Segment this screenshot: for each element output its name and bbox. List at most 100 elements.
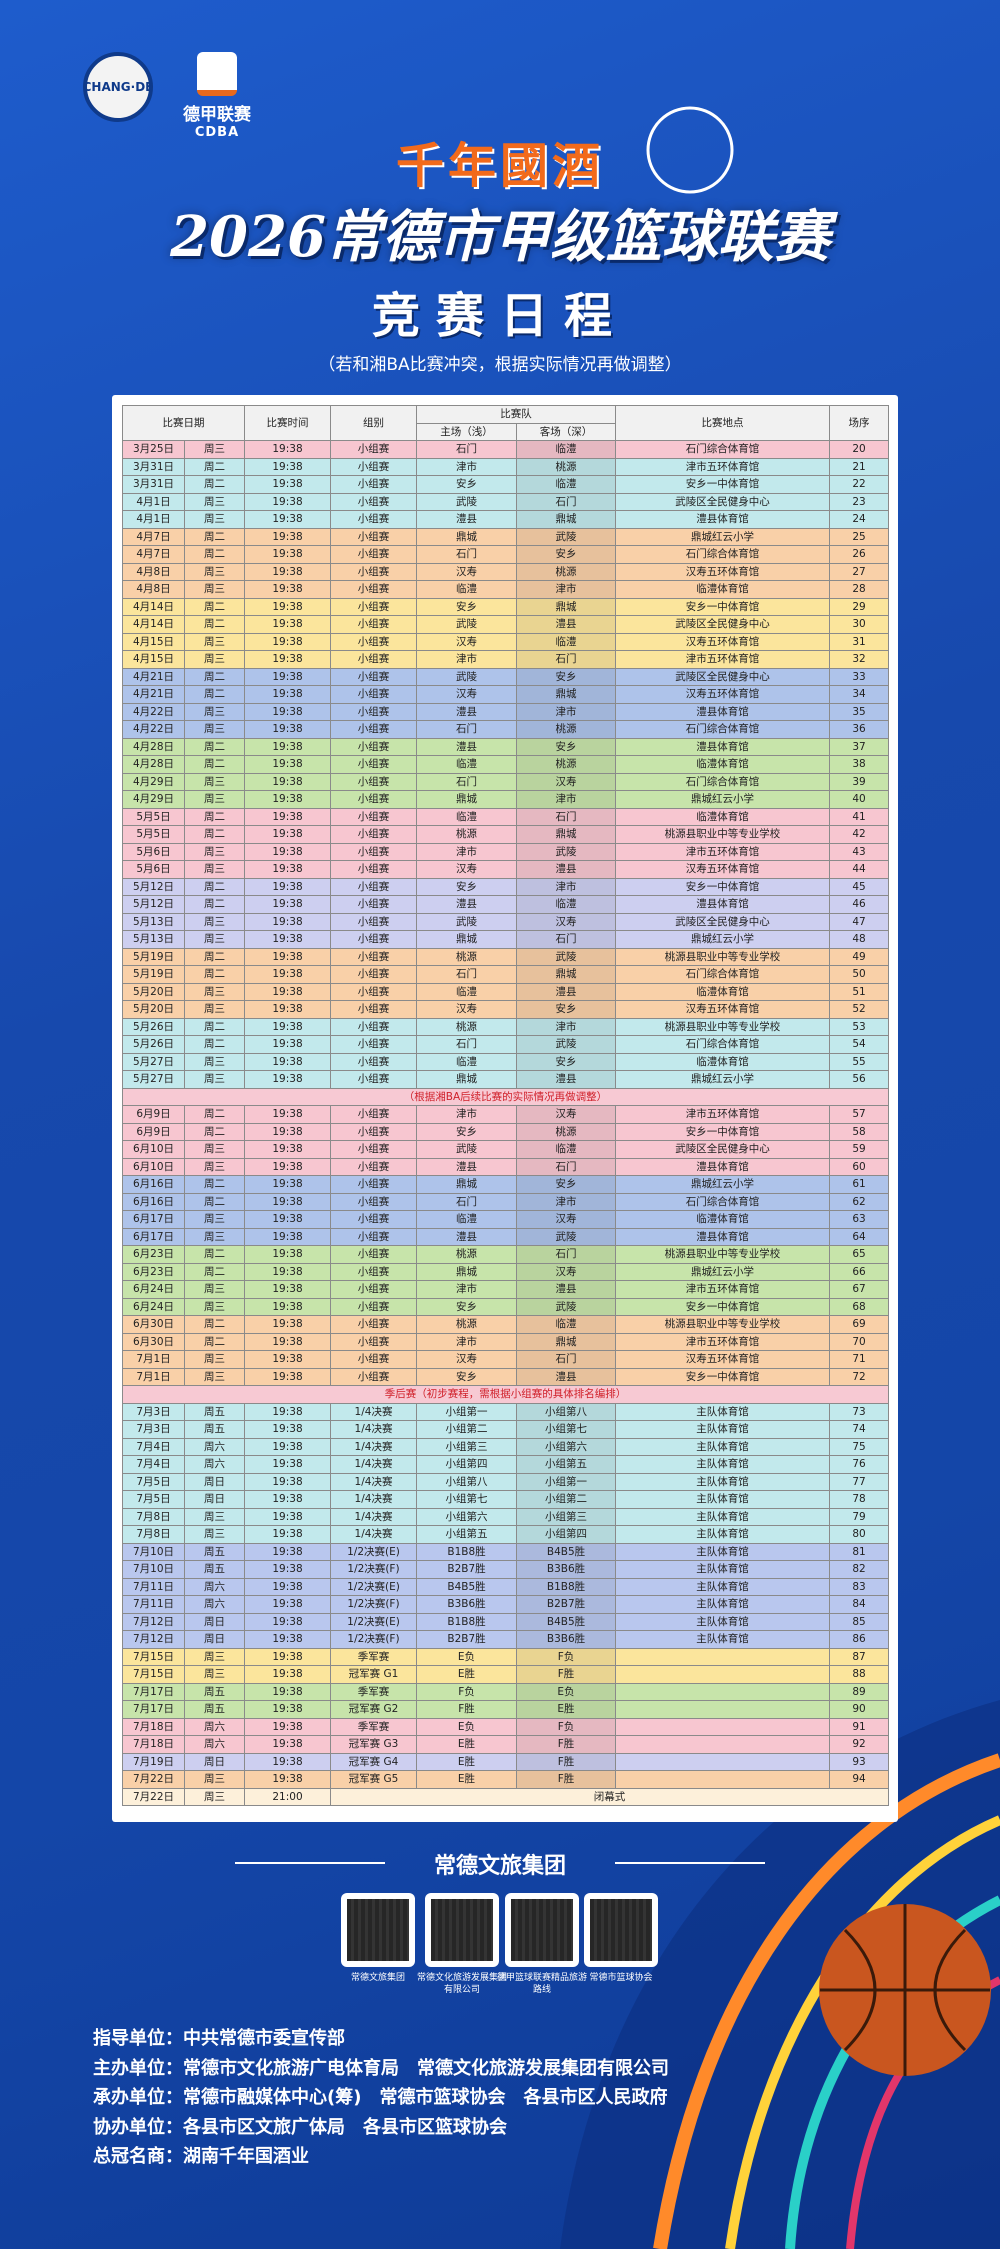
match-no: 60: [829, 1157, 889, 1176]
time: 19:38: [244, 1122, 331, 1141]
time: 19:38: [244, 1175, 331, 1194]
away-team: B3B6胜: [516, 1560, 616, 1579]
time: 19:38: [244, 982, 331, 1001]
date: 5月20日: [122, 982, 185, 1001]
match-no: 84: [829, 1595, 889, 1614]
weekday: 周五: [184, 1682, 245, 1701]
time: 19:38: [244, 1262, 331, 1281]
venue: [615, 1717, 830, 1736]
weekday: 周二: [184, 615, 245, 634]
weekday: 周五: [184, 1420, 245, 1439]
group: 小组赛: [330, 1192, 417, 1211]
venue: 石门综合体育馆: [615, 545, 830, 564]
schedule-row: 4月15日 周三 19:38 小组赛 汉寿 临澧 汉寿五环体育馆 31: [122, 632, 889, 651]
date: 6月23日: [122, 1245, 185, 1264]
match-no: 38: [829, 755, 889, 774]
home-team: 临澧: [416, 1210, 517, 1229]
date: 4月8日: [122, 562, 185, 581]
away-team: 安乡: [516, 667, 616, 686]
time: 19:38: [244, 1035, 331, 1054]
time: 19:38: [244, 1682, 331, 1701]
home-team: 安乡: [416, 877, 517, 896]
date: 5月6日: [122, 860, 185, 879]
time: 19:38: [244, 457, 331, 476]
date: 6月30日: [122, 1332, 185, 1351]
date: 7月18日: [122, 1735, 185, 1754]
home-team: B3B6胜: [416, 1595, 517, 1614]
home-team: 石门: [416, 1192, 517, 1211]
group: 小组赛: [330, 825, 417, 844]
weekday: 周三: [184, 650, 245, 669]
weekday: 周二: [184, 1315, 245, 1334]
schedule-row: 7月3日 周五 19:38 1/4决赛 小组第二 小组第七 主队体育馆 74: [122, 1420, 889, 1439]
date: 5月26日: [122, 1017, 185, 1036]
away-team: 津市: [516, 877, 616, 896]
home-team: 鼎城: [416, 527, 517, 546]
group: 小组赛: [330, 685, 417, 704]
schedule-row: 7月10日 周五 19:38 1/2决赛(F) B2B7胜 B3B6胜 主队体育馆 82: [122, 1560, 889, 1579]
schedule-row: 7月10日 周五 19:38 1/2决赛(E) B1B8胜 B4B5胜 主队体育馆 81: [122, 1542, 889, 1561]
date: 7月4日: [122, 1437, 185, 1456]
weekday: 周三: [184, 1070, 245, 1089]
time: 19:38: [244, 1280, 331, 1299]
home-team: 石门: [416, 720, 517, 739]
home-team: 武陵: [416, 912, 517, 931]
weekday: 周二: [184, 755, 245, 774]
venue: 临澧体育馆: [615, 982, 830, 1001]
weekday: 周三: [184, 1052, 245, 1071]
divider: [235, 1862, 385, 1864]
weekday: 周日: [184, 1472, 245, 1491]
schedule-row: 7月22日 周三 21:00 闭幕式: [122, 1787, 889, 1806]
date: 4月14日: [122, 615, 185, 634]
venue: 桃源县职业中等专业学校: [615, 1245, 830, 1264]
away-team: 汉寿: [516, 1105, 616, 1124]
schedule-row: 5月19日 周二 19:38 小组赛 桃源 武陵 桃源县职业中等专业学校 49: [122, 947, 889, 966]
away-team: 临澧: [516, 440, 616, 459]
date: 6月30日: [122, 1315, 185, 1334]
date: 6月16日: [122, 1192, 185, 1211]
time: 19:38: [244, 912, 331, 931]
weekday: 周六: [184, 1595, 245, 1614]
schedule-row: 5月27日 周三 19:38 小组赛 鼎城 澧县 鼎城红云小学 56: [122, 1070, 889, 1089]
weekday: 周二: [184, 1035, 245, 1054]
credit-label: 总冠名商：: [93, 2146, 183, 2167]
home-team: 武陵: [416, 492, 517, 511]
home-team: 石门: [416, 772, 517, 791]
time: 19:38: [244, 1140, 331, 1159]
match-no: 89: [829, 1682, 889, 1701]
home-team: 安乡: [416, 597, 517, 616]
time: 19:38: [244, 737, 331, 756]
home-team: 石门: [416, 965, 517, 984]
group: 小组赛: [330, 457, 417, 476]
weekday: 周二: [184, 1175, 245, 1194]
date: 5月5日: [122, 825, 185, 844]
weekday: 周二: [184, 1105, 245, 1124]
venue: 汉寿五环体育馆: [615, 632, 830, 651]
time: 19:38: [244, 650, 331, 669]
group: 小组赛: [330, 1052, 417, 1071]
time: 19:38: [244, 1315, 331, 1334]
away-team: 澧县: [516, 615, 616, 634]
match-no: 64: [829, 1227, 889, 1246]
schedule-row: 4月7日 周二 19:38 小组赛 鼎城 武陵 鼎城红云小学 25: [122, 527, 889, 546]
group: 小组赛: [330, 947, 417, 966]
time: 19:38: [244, 1367, 331, 1386]
home-team: E负: [416, 1647, 517, 1666]
away-team: 鼎城: [516, 510, 616, 529]
match-no: 86: [829, 1630, 889, 1649]
home-team: 武陵: [416, 615, 517, 634]
schedule-row: 7月1日 周三 19:38 小组赛 安乡 澧县 安乡一中体育馆 72: [122, 1367, 889, 1386]
group: 小组赛: [330, 1157, 417, 1176]
venue: 主队体育馆: [615, 1455, 830, 1474]
venue: 汉寿五环体育馆: [615, 685, 830, 704]
home-team: 澧县: [416, 702, 517, 721]
schedule-row: 6月16日 周二 19:38 小组赛 石门 津市 石门综合体育馆 62: [122, 1192, 889, 1211]
away-team: 津市: [516, 580, 616, 599]
venue: 主队体育馆: [615, 1437, 830, 1456]
schedule-row: 7月17日 周五 19:38 冠军赛 G2 F胜 E胜 90: [122, 1700, 889, 1719]
away-team: 小组第二: [516, 1490, 616, 1509]
away-team: 临澧: [516, 895, 616, 914]
time: 19:38: [244, 597, 331, 616]
time: 19:38: [244, 1000, 331, 1019]
away-team: 石门: [516, 492, 616, 511]
